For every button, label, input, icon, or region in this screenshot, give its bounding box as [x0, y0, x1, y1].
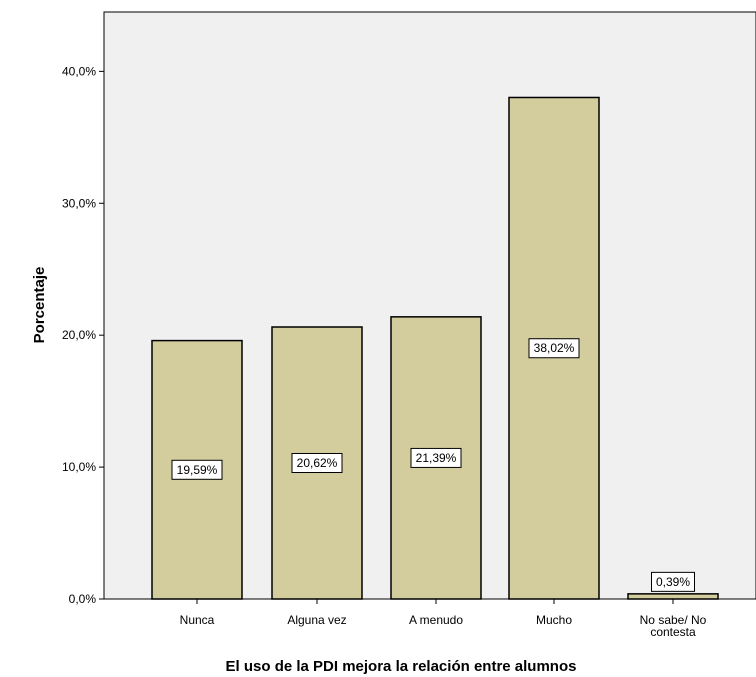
data-label-box — [171, 459, 223, 480]
x-tick-label: Alguna vez — [287, 613, 346, 627]
y-tick-label: 30,0% — [62, 196, 96, 210]
data-label-box — [528, 338, 580, 359]
data-label-box — [651, 571, 695, 592]
data-label: 20,62% — [291, 453, 343, 474]
data-label-box — [410, 447, 462, 468]
x-tick-label: Mucho — [536, 613, 572, 627]
y-tick-label: 10,0% — [62, 460, 96, 474]
x-axis-title: El uso de la PDI mejora la relación entr… — [226, 658, 577, 675]
y-tick-label: 0,0% — [69, 592, 97, 606]
data-label-text: 38,02% — [534, 341, 575, 355]
y-axis-title: Porcentaje — [31, 267, 48, 344]
data-label: 38,02% — [528, 338, 580, 359]
data-label: 19,59% — [171, 459, 223, 480]
bar — [627, 593, 719, 600]
data-label-text: 21,39% — [416, 451, 457, 465]
data-label-text: 0,39% — [656, 575, 690, 589]
data-label-text: 19,59% — [177, 463, 218, 477]
data-label: 0,39% — [651, 571, 695, 592]
data-label: 21,39% — [410, 447, 462, 468]
y-tick-label: 40,0% — [62, 64, 96, 78]
x-tick-label: A menudo — [409, 613, 463, 627]
x-tick-label: No sabe/ No contesta — [640, 613, 707, 639]
y-tick-label: 20,0% — [62, 328, 96, 342]
data-label-text: 20,62% — [297, 456, 338, 470]
x-tick-label: Nunca — [180, 613, 215, 627]
data-label-box — [291, 453, 343, 474]
